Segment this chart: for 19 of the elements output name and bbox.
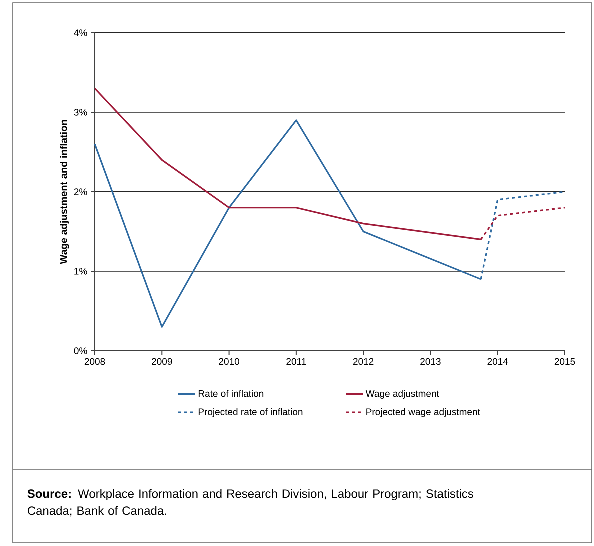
x-tick-label: 2010 <box>219 358 240 366</box>
x-tick-label: 2011 <box>286 358 306 366</box>
y-axis-title: Wage adjustment and inflation <box>60 120 70 264</box>
legend-label: Projected wage adjustment <box>366 408 480 418</box>
y-tick-label: 4% <box>74 30 88 36</box>
y-tick-label: 3% <box>74 109 88 116</box>
legend-label: Projected rate of inflation <box>198 408 303 418</box>
text: Source: Workplace Information and Research Division, Labour Program; Statistics Canada; Bank of Canada. <box>28 489 474 517</box>
x-tick-label: 2013 <box>420 358 441 366</box>
x-tick-label: 2014 <box>488 358 508 366</box>
legend-label: Wage adjustment <box>366 390 440 399</box>
x-tick-label: 2008 <box>84 358 106 366</box>
y-tick-label: 0% <box>74 348 88 354</box>
legend-label: Rate of inflation <box>198 390 264 398</box>
x-tick-label: 2015 <box>554 358 576 366</box>
x-tick-label: 2012 <box>353 358 374 366</box>
y-tick-label: 2% <box>74 188 88 196</box>
y-tick-label: 1% <box>74 268 88 275</box>
x-tick-label: 2009 <box>152 358 172 366</box>
